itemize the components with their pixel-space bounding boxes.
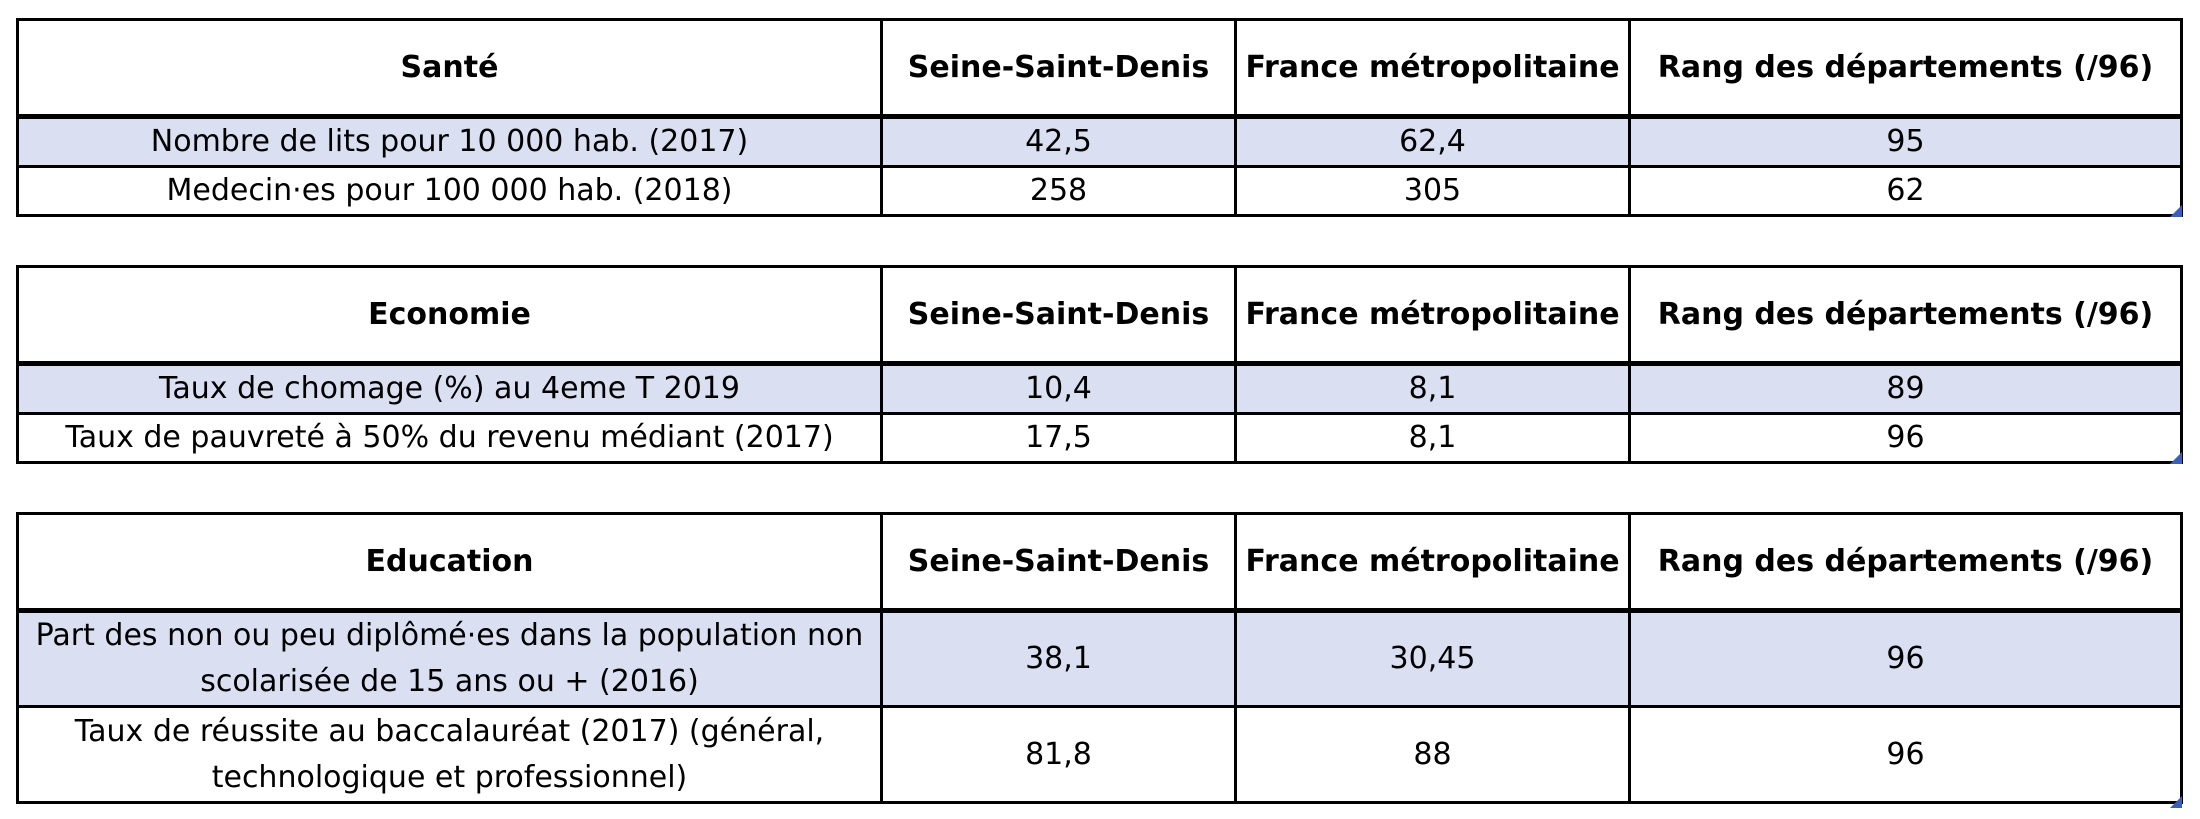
- cell-rang[interactable]: 89: [1628, 362, 2183, 415]
- table-row: Medecin·es pour 100 000 hab. (2018) 258 …: [16, 165, 2183, 217]
- row-label[interactable]: Nombre de lits pour 10 000 hab. (2017): [16, 115, 883, 168]
- header-category[interactable]: Economie: [16, 265, 883, 366]
- table-row: Taux de réussite au baccalauréat (2017) …: [16, 705, 2183, 804]
- cell-france-metropolitaine[interactable]: 88: [1234, 705, 1631, 804]
- header-france-metropolitaine[interactable]: France métropolitaine: [1234, 18, 1631, 119]
- header-rang[interactable]: Rang des départements (/96): [1628, 512, 2183, 613]
- header-france-metropolitaine[interactable]: France métropolitaine: [1234, 512, 1631, 613]
- cell-rang[interactable]: 96: [1628, 705, 2183, 804]
- cell-rang[interactable]: 96: [1628, 412, 2183, 464]
- cell-seine-saint-denis[interactable]: 10,4: [880, 362, 1237, 415]
- cell-seine-saint-denis[interactable]: 258: [880, 165, 1237, 217]
- header-seine-saint-denis[interactable]: Seine-Saint-Denis: [880, 18, 1237, 119]
- header-rang[interactable]: Rang des départements (/96): [1628, 265, 2183, 366]
- header-category[interactable]: Education: [16, 512, 883, 613]
- table-row: Nombre de lits pour 10 000 hab. (2017) 4…: [16, 115, 2183, 168]
- economie-header-row: Economie Seine-Saint-Denis France métrop…: [16, 265, 2183, 366]
- economie-table: Economie Seine-Saint-Denis France métrop…: [16, 265, 2183, 464]
- sante-table: Santé Seine-Saint-Denis France métropoli…: [16, 18, 2183, 217]
- table-resize-handle[interactable]: [2170, 796, 2182, 808]
- cell-france-metropolitaine[interactable]: 305: [1234, 165, 1631, 217]
- sante-header-row: Santé Seine-Saint-Denis France métropoli…: [16, 18, 2183, 119]
- header-seine-saint-denis[interactable]: Seine-Saint-Denis: [880, 265, 1237, 366]
- cell-france-metropolitaine[interactable]: 8,1: [1234, 412, 1631, 464]
- cell-rang[interactable]: 62: [1628, 165, 2183, 217]
- cell-france-metropolitaine[interactable]: 30,45: [1234, 609, 1631, 708]
- cell-rang[interactable]: 96: [1628, 609, 2183, 708]
- education-table: Education Seine-Saint-Denis France métro…: [16, 512, 2183, 804]
- header-france-metropolitaine[interactable]: France métropolitaine: [1234, 265, 1631, 366]
- row-label[interactable]: Taux de réussite au baccalauréat (2017) …: [16, 705, 883, 804]
- row-label[interactable]: Medecin·es pour 100 000 hab. (2018): [16, 165, 883, 217]
- header-rang[interactable]: Rang des départements (/96): [1628, 18, 2183, 119]
- table-resize-handle[interactable]: [2170, 205, 2182, 217]
- cell-seine-saint-denis[interactable]: 81,8: [880, 705, 1237, 804]
- table-row: Taux de chomage (%) au 4eme T 2019 10,4 …: [16, 362, 2183, 415]
- row-label[interactable]: Taux de chomage (%) au 4eme T 2019: [16, 362, 883, 415]
- table-resize-handle[interactable]: [2170, 452, 2182, 464]
- header-category[interactable]: Santé: [16, 18, 883, 119]
- cell-seine-saint-denis[interactable]: 17,5: [880, 412, 1237, 464]
- table-row: Part des non ou peu diplômé·es dans la p…: [16, 609, 2183, 708]
- row-label[interactable]: Part des non ou peu diplômé·es dans la p…: [16, 609, 883, 708]
- table-row: Taux de pauvreté à 50% du revenu médiant…: [16, 412, 2183, 464]
- cell-france-metropolitaine[interactable]: 62,4: [1234, 115, 1631, 168]
- header-seine-saint-denis[interactable]: Seine-Saint-Denis: [880, 512, 1237, 613]
- education-header-row: Education Seine-Saint-Denis France métro…: [16, 512, 2183, 613]
- cell-rang[interactable]: 95: [1628, 115, 2183, 168]
- cell-seine-saint-denis[interactable]: 42,5: [880, 115, 1237, 168]
- cell-seine-saint-denis[interactable]: 38,1: [880, 609, 1237, 708]
- cell-france-metropolitaine[interactable]: 8,1: [1234, 362, 1631, 415]
- row-label[interactable]: Taux de pauvreté à 50% du revenu médiant…: [16, 412, 883, 464]
